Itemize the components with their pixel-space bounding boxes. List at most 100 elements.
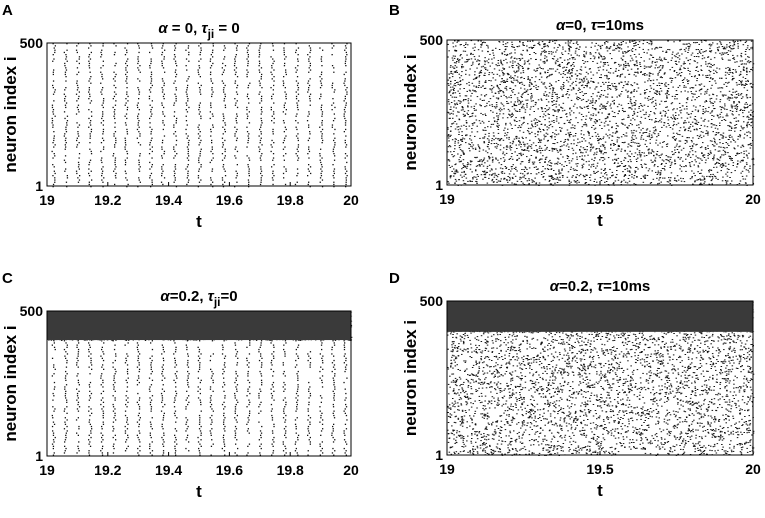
spike-mark [90,45,92,47]
spike-mark [694,84,697,86]
spike-mark [673,70,676,71]
spike-mark [614,158,616,160]
spike-mark [659,70,661,72]
spike-mark [705,75,707,77]
spike-mark [526,104,528,106]
spike-mark [600,180,603,181]
spike-mark [466,83,468,85]
spike-mark [660,58,662,60]
spike-mark [465,128,468,130]
spike-mark [621,163,623,164]
spike-mark [533,44,536,46]
spike-mark [660,181,662,183]
spike-mark [592,146,595,148]
y-tick-label: 1 [35,178,43,194]
spike-mark [710,169,713,171]
spike-mark [495,47,497,49]
spike-mark [543,44,545,45]
spike-mark [563,165,565,167]
spike-mark [600,90,603,91]
spike-mark [462,137,464,139]
spike-mark [740,54,742,56]
spike-mark [450,130,452,132]
spike-mark [53,139,55,142]
spike-mark [52,113,55,115]
spike-mark [162,45,164,47]
spike-mark [309,100,311,102]
spike-mark [491,88,494,90]
spike-mark [631,57,633,59]
spike-mark [649,40,652,42]
spike-mark [531,96,533,98]
spike-mark [558,169,560,171]
spike-mark [648,43,650,45]
spike-mark [175,120,177,122]
spike-mark [320,106,322,109]
spike-mark [210,131,212,133]
spike-mark [649,138,651,140]
spike-mark [740,94,742,96]
spike-mark [743,150,745,152]
spike-mark [322,49,324,51]
spike-mark [470,95,472,97]
spike-mark [113,133,115,135]
spike-mark [624,62,627,64]
spike-mark [210,135,212,137]
spike-mark [584,76,587,78]
spike-mark [466,112,468,114]
spike-mark [659,69,662,71]
spike-mark [246,106,248,109]
spike-mark [65,67,67,69]
spike-mark [211,95,213,98]
spike-mark [595,100,597,102]
spike-mark [331,109,333,111]
spike-mark [642,48,644,50]
spike-mark [665,126,668,128]
spike-mark [102,111,104,113]
spike-mark [475,176,477,178]
x-tick-label: 20 [343,192,359,208]
spike-mark [678,140,681,142]
spike-mark [492,95,495,97]
spike-mark [88,54,91,56]
spike-mark [505,124,507,126]
spike-mark [296,155,299,157]
spike-mark [163,150,166,153]
spike-mark [543,113,545,115]
spike-mark [464,61,466,63]
spike-mark [610,144,612,146]
spike-mark [138,131,140,133]
spike-mark [54,45,56,47]
spike-mark [512,60,514,62]
spike-mark [533,85,535,87]
spike-mark [260,126,262,128]
spike-mark [510,101,512,103]
spike-mark [248,111,250,113]
spike-mark [200,58,202,60]
spike-mark [570,119,572,121]
spike-mark [578,48,580,50]
spike-mark [587,105,590,107]
spike-mark [150,111,152,113]
spike-mark [556,58,559,60]
spike-mark [505,48,507,50]
spike-mark [344,45,347,47]
spike-mark [673,123,675,125]
spike-mark [345,47,347,49]
spike-mark [654,120,657,122]
spike-mark [102,102,104,104]
spike-mark [520,77,522,79]
spike-mark [88,89,90,91]
spike-mark [577,44,579,46]
spike-mark [113,84,115,87]
spike-mark [127,95,129,98]
spike-mark [605,181,608,182]
spike-mark [454,104,456,106]
spike-mark [707,155,709,157]
spike-mark [198,104,200,106]
spike-mark [649,130,651,132]
spike-mark [718,46,720,48]
spike-mark [521,169,523,170]
spike-mark [52,43,54,45]
spike-mark [65,56,68,58]
